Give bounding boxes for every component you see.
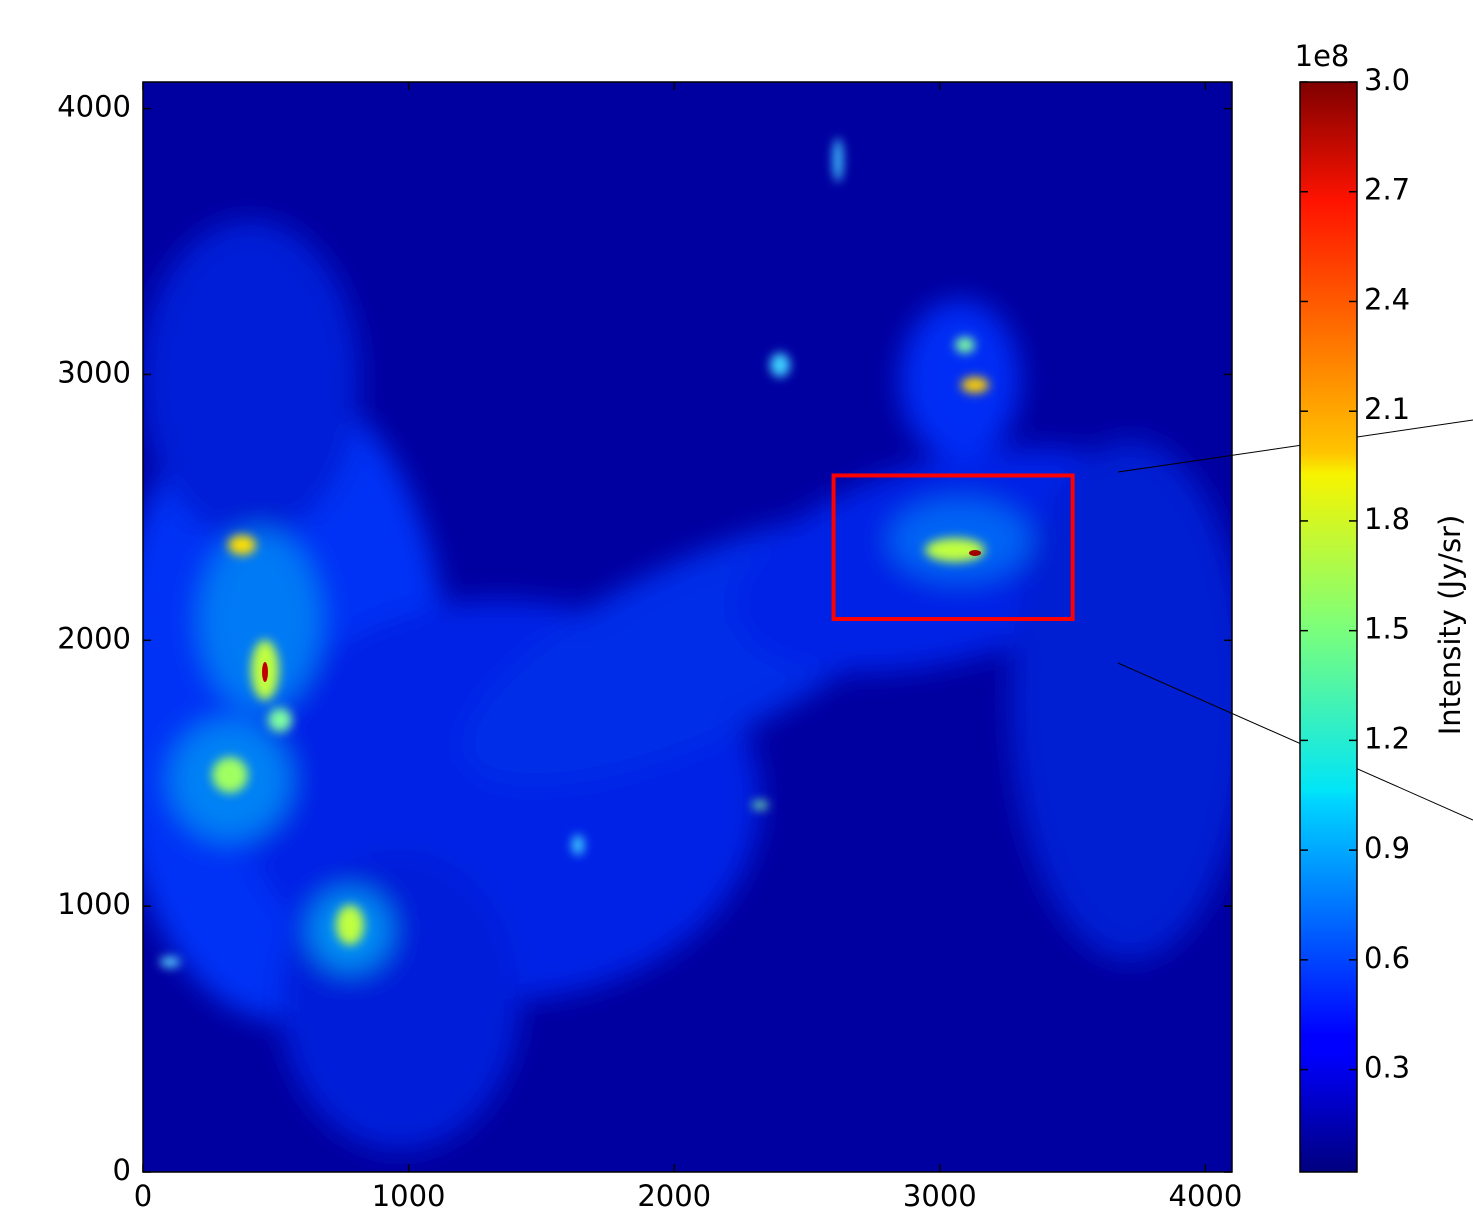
x-tick-label: 1000 <box>372 1179 446 1213</box>
colorbar-tick-label: 1.2 <box>1364 721 1410 755</box>
x-tick-label: 4000 <box>1169 1179 1243 1213</box>
colorbar-tick-label: 0.3 <box>1364 1051 1410 1085</box>
heatmap-image <box>143 82 1232 1172</box>
x-tick-label: 3000 <box>903 1179 977 1213</box>
y-tick-label: 2000 <box>57 621 131 655</box>
zoom-line <box>1117 662 1473 821</box>
colorbar-label: Intensity (Jy/sr) <box>1433 515 1467 736</box>
zoom-line <box>1117 419 1473 473</box>
x-tick-label: 0 <box>134 1179 152 1213</box>
colorbar-tick-label: 1.8 <box>1364 502 1410 536</box>
y-tick-label: 3000 <box>57 355 131 389</box>
colorbar <box>1299 81 1358 1173</box>
highlight-box <box>831 473 1075 622</box>
colorbar-tick-label: 3.0 <box>1364 63 1410 97</box>
colorbar-tick-label: 1.5 <box>1364 612 1410 646</box>
y-tick-label: 1000 <box>57 887 131 921</box>
colorbar-offset: 1e8 <box>1295 39 1350 73</box>
colorbar-tick-label: 2.1 <box>1364 392 1410 426</box>
plot-frame <box>142 81 1233 1173</box>
colorbar-tick-label: 2.7 <box>1364 173 1410 207</box>
colorbar-tick-label: 2.4 <box>1364 282 1410 316</box>
x-tick-label: 2000 <box>637 1179 711 1213</box>
colorbar-tick-label: 0.6 <box>1364 941 1410 975</box>
colorbar-tick-label: 0.9 <box>1364 831 1410 865</box>
y-tick-label: 4000 <box>57 90 131 124</box>
y-tick-label: 0 <box>113 1153 131 1187</box>
